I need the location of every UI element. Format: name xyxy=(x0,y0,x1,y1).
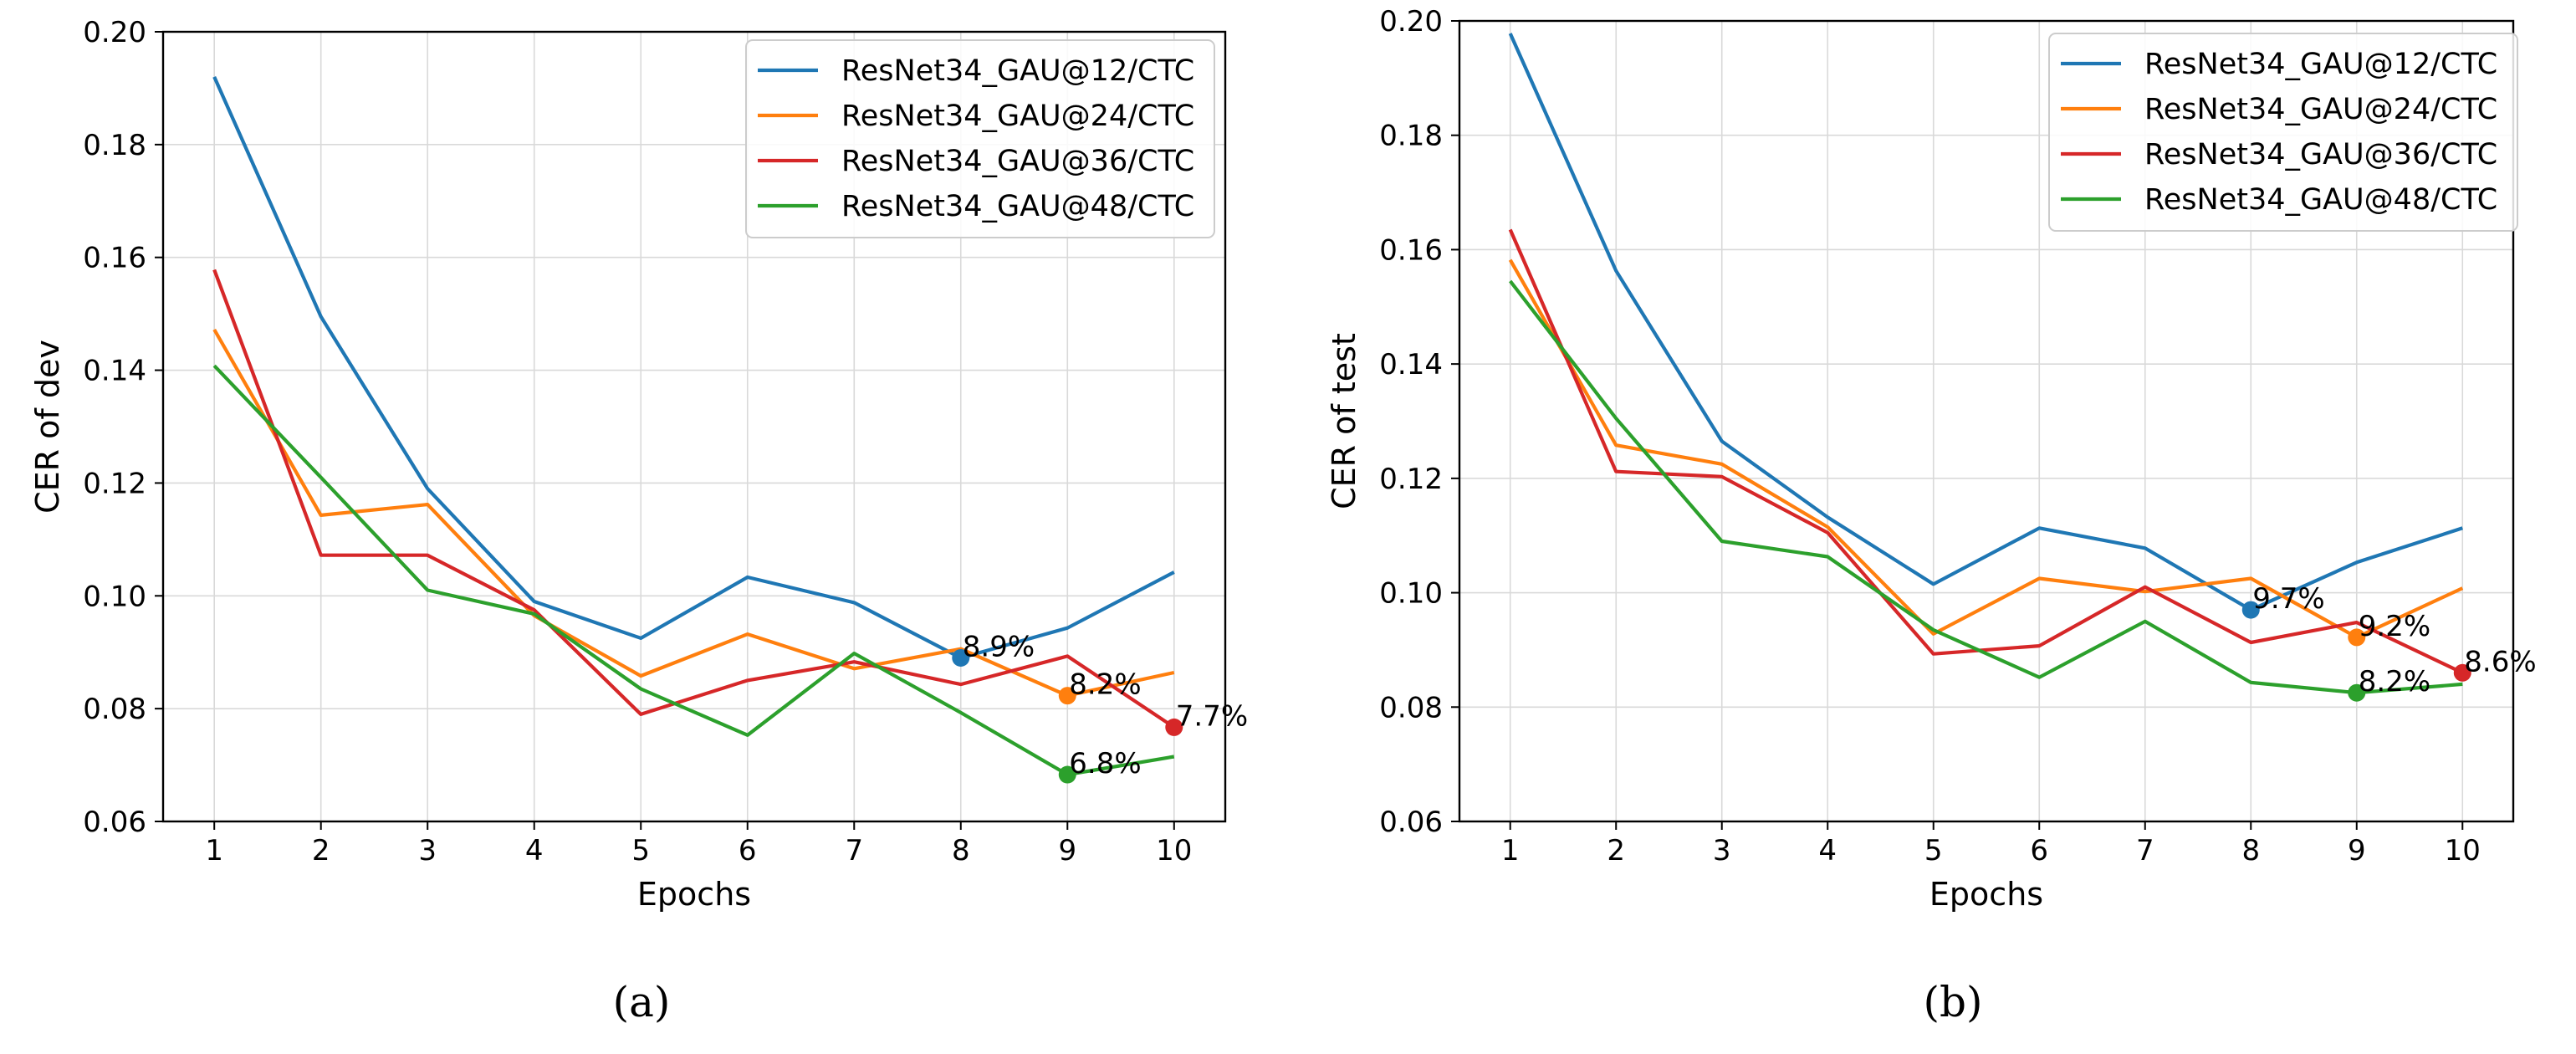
series-line-1 xyxy=(1508,33,2463,612)
x-axis-label: Epochs xyxy=(1929,876,2043,913)
y-tick-label: 0.10 xyxy=(83,580,146,613)
legend-label-4: ResNet34_GAU@48/CTC xyxy=(2144,183,2497,217)
x-axis-label: Epochs xyxy=(637,876,751,913)
legend-label-1: ResNet34_GAU@12/CTC xyxy=(2144,48,2497,81)
best-point-marker xyxy=(2348,683,2366,702)
series-line-2 xyxy=(212,328,1175,698)
y-tick-label: 0.16 xyxy=(1379,233,1443,267)
x-tick-label: 5 xyxy=(631,834,650,867)
x-tick-label: 4 xyxy=(525,834,544,867)
x-tick-label: 9 xyxy=(1058,834,1076,867)
best-point-marker xyxy=(2241,601,2260,619)
panel-b: 9.7% 9.2% 8.6% 8.2% 1 2 3 4 5 6 7 8 9 10 0.06 0.08 0.10 0… xyxy=(1326,5,2537,1026)
legend-box xyxy=(2048,33,2518,232)
x-tick-label: 2 xyxy=(312,834,330,867)
y-tick-label: 0.10 xyxy=(1379,577,1443,611)
series-line-4 xyxy=(1509,279,2463,695)
best-point-label: 7.7% xyxy=(1176,699,1248,733)
y-tick-label: 0.06 xyxy=(1379,806,1443,839)
y-tick-label: 0.08 xyxy=(83,693,146,726)
best-point-label: 8.9% xyxy=(963,630,1035,663)
legend-label-1: ResNet34_GAU@12/CTC xyxy=(841,54,1194,88)
best-point-label: 8.6% xyxy=(2464,645,2536,678)
y-tick-label: 0.08 xyxy=(1379,691,1443,724)
best-point-marker xyxy=(952,648,970,667)
series-line-2 xyxy=(1508,258,2464,640)
x-tick-label: 8 xyxy=(952,834,970,867)
y-tick-label: 0.12 xyxy=(83,467,146,500)
x-tick-label: 7 xyxy=(2136,834,2154,867)
legend-label-2: ResNet34_GAU@24/CTC xyxy=(841,100,1194,133)
panel-caption: (a) xyxy=(613,978,671,1026)
y-axis-label: CER of test xyxy=(1326,333,1362,509)
best-point-label: 8.2% xyxy=(1069,668,1141,702)
panel-a: 8.9% 8.2% 7.7% 6.8% 1 2 3 4 5 6 7 8 9 10 0.06 0.08 0.10 0… xyxy=(29,16,1248,1026)
x-tick-label: 5 xyxy=(1924,834,1943,867)
legend-label-2: ResNet34_GAU@24/CTC xyxy=(2144,93,2497,126)
x-tick-label: 8 xyxy=(2241,834,2260,867)
x-tick-label: 1 xyxy=(1501,834,1520,867)
legend-label-3: ResNet34_GAU@36/CTC xyxy=(2144,138,2497,171)
y-tick-label: 0.12 xyxy=(1379,463,1443,496)
plot-frame xyxy=(161,30,1227,823)
best-point-label: 9.7% xyxy=(2252,582,2324,616)
y-tick-label: 0.14 xyxy=(1379,348,1443,381)
y-axis-label: CER of dev xyxy=(29,340,66,514)
best-point-label: 9.2% xyxy=(2359,610,2430,643)
x-tick-label: 4 xyxy=(1818,834,1837,867)
legend-label-3: ResNet34_GAU@36/CTC xyxy=(841,145,1194,178)
best-point-marker xyxy=(1058,687,1076,705)
y-tick-label: 0.16 xyxy=(83,242,146,275)
x-tick-label: 9 xyxy=(2348,834,2366,867)
best-point-label: 6.8% xyxy=(1069,747,1141,780)
best-point-marker xyxy=(1058,765,1076,784)
x-tick-label: 2 xyxy=(1607,834,1625,867)
y-tick-label: 0.20 xyxy=(1379,5,1443,38)
plot-frame xyxy=(1458,19,2515,823)
y-tick-label: 0.18 xyxy=(1379,120,1443,153)
x-tick-label: 1 xyxy=(205,834,223,867)
y-tick-label: 0.14 xyxy=(83,355,146,388)
x-tick-label: 6 xyxy=(739,834,757,867)
series-line-1 xyxy=(212,76,1175,660)
legend-label-4: ResNet34_GAU@48/CTC xyxy=(841,190,1194,223)
x-tick-label: 7 xyxy=(845,834,863,867)
x-tick-label: 10 xyxy=(1156,834,1192,867)
best-point-marker xyxy=(2453,663,2471,682)
best-point-marker xyxy=(1165,718,1183,736)
x-tick-label: 10 xyxy=(2445,834,2481,867)
series-line-3 xyxy=(212,269,1175,729)
best-point-label: 8.2% xyxy=(2359,665,2430,698)
y-tick-label: 0.06 xyxy=(83,806,146,839)
x-tick-label: 3 xyxy=(1713,834,1731,867)
series-line-4 xyxy=(212,364,1175,777)
legend-box xyxy=(745,39,1215,238)
best-point-marker xyxy=(2348,628,2366,647)
x-tick-label: 3 xyxy=(418,834,437,867)
y-tick-label: 0.18 xyxy=(83,129,146,162)
panel-caption: (b) xyxy=(1923,978,1982,1026)
y-tick-label: 0.20 xyxy=(83,16,146,49)
series-line-3 xyxy=(1508,228,2464,675)
x-tick-label: 6 xyxy=(2030,834,2048,867)
